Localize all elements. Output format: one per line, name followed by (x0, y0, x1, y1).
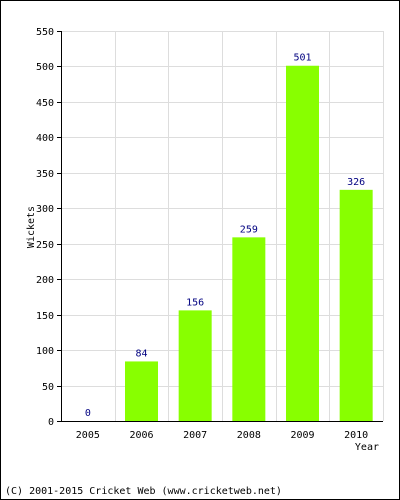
x-tick-label-2005: 2005 (76, 430, 100, 441)
y-tick-label-50: 50 (42, 382, 54, 393)
value-label-2008: 259 (240, 224, 258, 235)
bar-2006 (125, 361, 158, 421)
y-tick-label-300: 300 (36, 204, 54, 215)
y-tick-label-100: 100 (36, 346, 54, 357)
y-tick-label-250: 250 (36, 240, 54, 251)
y-tick-label-450: 450 (36, 98, 54, 109)
y-tick-label-150: 150 (36, 311, 54, 322)
value-label-2009: 501 (293, 53, 311, 64)
value-label-2006: 84 (135, 348, 147, 359)
y-tick-label-200: 200 (36, 275, 54, 286)
x-axis-label: Year (355, 442, 379, 453)
bar-2009 (286, 65, 319, 421)
x-tick-label-2009: 2009 (290, 430, 314, 441)
axes (57, 31, 383, 422)
bar-2010 (339, 189, 373, 421)
value-label-2010: 326 (347, 177, 365, 188)
y-tick-label-500: 500 (36, 62, 54, 73)
y-tick-label-0: 0 (48, 417, 54, 428)
value-label-2005: 0 (85, 408, 91, 419)
bar-2008 (232, 237, 266, 421)
x-tick-label-2006: 2006 (129, 430, 153, 441)
y-axis-label: Wickets (26, 206, 37, 248)
x-tick-label-2008: 2008 (237, 430, 261, 441)
bar-2007 (178, 310, 212, 421)
y-tick-label-400: 400 (36, 133, 54, 144)
copyright-footer: (C) 2001-2015 Cricket Web (www.cricketwe… (5, 486, 282, 497)
y-tick-label-550: 550 (36, 27, 54, 38)
bars (125, 65, 373, 421)
x-tick-label-2007: 2007 (183, 430, 207, 441)
labels: 0 50 100 150 200 250 300 350 400 450 500 550 0 2005 84… (36, 27, 368, 441)
value-label-2007: 156 (186, 297, 204, 308)
x-tick-label-2010: 2010 (344, 430, 368, 441)
grid-lines (61, 31, 384, 421)
y-tick-label-350: 350 (36, 169, 54, 180)
